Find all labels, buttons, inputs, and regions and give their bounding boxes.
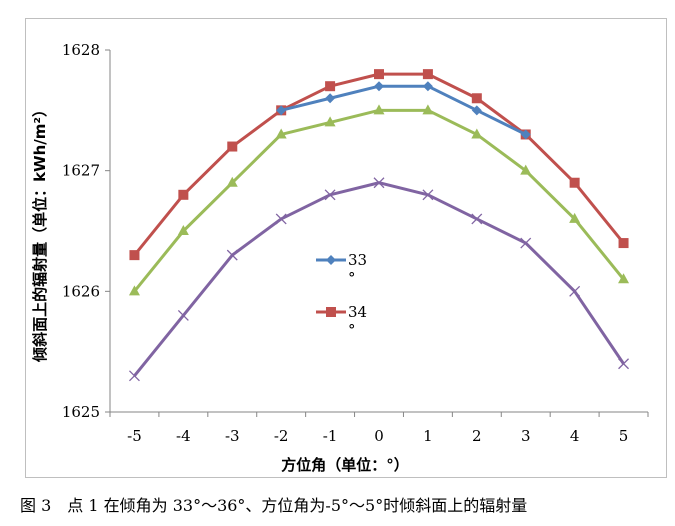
x-tick-label: -4 xyxy=(176,427,191,445)
data-point xyxy=(471,93,482,104)
data-point xyxy=(422,104,434,115)
y-tick-label: 1628 xyxy=(62,41,100,59)
data-point xyxy=(324,189,336,201)
x-tick-label: 1 xyxy=(423,427,433,445)
data-point xyxy=(129,250,140,261)
data-point xyxy=(422,81,433,92)
data-point xyxy=(471,105,482,116)
y-tick-label: 1625 xyxy=(62,403,100,421)
data-point xyxy=(618,238,629,249)
y-tick-label: 1627 xyxy=(62,162,100,180)
data-point xyxy=(471,128,483,139)
legend-swatch-marker xyxy=(326,307,336,317)
data-point xyxy=(128,370,140,382)
legend-label-unit: ° xyxy=(348,321,356,339)
data-point xyxy=(569,177,580,188)
data-point xyxy=(520,237,532,249)
data-point xyxy=(128,285,140,296)
x-tick-label: -2 xyxy=(274,427,289,445)
legend-label: 34 xyxy=(348,303,367,321)
legend-label-unit: ° xyxy=(348,269,356,287)
data-point xyxy=(373,104,385,115)
data-point xyxy=(177,225,189,235)
x-tick-label: -3 xyxy=(225,427,240,445)
data-point xyxy=(325,93,336,104)
data-point xyxy=(373,177,385,189)
series-line xyxy=(133,181,625,377)
data-point xyxy=(374,81,384,92)
figure-caption: 图 3 点 1 在倾角为 33°～36°、方位角为-5°～5°时倾斜面上的辐射量 xyxy=(20,496,528,515)
series-square xyxy=(129,69,629,261)
data-point xyxy=(422,69,433,80)
x-tick-label: 3 xyxy=(521,427,531,445)
series-x xyxy=(128,177,630,382)
x-tick-label: 4 xyxy=(570,427,580,445)
chart-frame xyxy=(25,18,667,478)
legend-swatch-marker xyxy=(326,255,336,265)
series-triangle xyxy=(128,104,630,296)
data-point xyxy=(520,164,532,175)
data-point xyxy=(618,273,630,284)
x-tick-label: 2 xyxy=(472,427,482,445)
x-tick-label: 0 xyxy=(374,427,384,445)
series-line xyxy=(133,72,625,257)
data-point xyxy=(178,189,189,200)
data-point xyxy=(177,310,189,321)
data-point xyxy=(275,128,287,139)
data-point xyxy=(618,358,630,370)
data-point xyxy=(227,141,238,152)
data-point xyxy=(276,105,287,116)
data-point xyxy=(471,213,483,225)
data-point xyxy=(520,129,531,140)
x-tick-label: 5 xyxy=(619,427,629,445)
y-axis-title: 倾斜面上的辐射量（单位：kWh/m²） xyxy=(31,102,49,363)
legend-layer: 33°34° xyxy=(316,251,367,339)
legend-label: 33 xyxy=(348,251,367,269)
data-point xyxy=(422,189,434,201)
x-tick-label: -1 xyxy=(323,427,338,445)
data-point xyxy=(374,69,384,80)
x-axis-title: 方位角（单位：°） xyxy=(281,456,409,474)
series-line xyxy=(280,84,527,136)
data-point xyxy=(569,212,581,223)
series-diamond xyxy=(276,81,531,140)
data-point xyxy=(569,285,581,297)
data-point xyxy=(324,116,336,127)
data-point xyxy=(226,176,238,187)
data-point xyxy=(325,81,336,92)
data-point xyxy=(226,249,238,261)
x-tick-label: -5 xyxy=(127,427,142,445)
data-point xyxy=(275,213,287,225)
y-tick-label: 1626 xyxy=(62,282,100,300)
series-layer xyxy=(128,69,630,382)
series-line xyxy=(133,108,625,293)
